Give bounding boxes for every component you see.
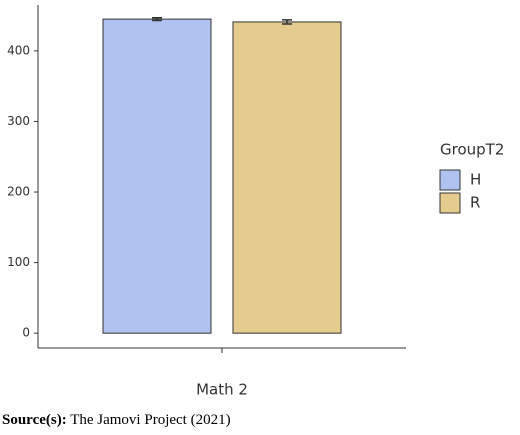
y-tick-label: 300: [7, 114, 30, 128]
legend-title: GroupT2: [440, 141, 504, 159]
y-tick-label: 100: [7, 255, 30, 269]
y-tick-label: 400: [7, 43, 30, 57]
bar: [102, 18, 212, 334]
y-tick-label: 200: [7, 185, 30, 199]
y-tick-label: 0: [22, 326, 30, 340]
bar: [232, 21, 342, 334]
source: Source(s): The Jamovi Project (2021): [2, 412, 231, 429]
chart: GroupT2 0 100 200 300 400 Math 2 HR: [7, 5, 504, 399]
error-bar: [282, 19, 292, 25]
error-bar: [152, 16, 162, 22]
source-text: The Jamovi Project (2021): [70, 412, 231, 428]
source-label: Source(s):: [2, 412, 67, 428]
x-tick-label: Math 2: [196, 381, 248, 399]
legend-key: [439, 192, 461, 214]
legend-label: R: [470, 194, 480, 212]
legend-key: [439, 169, 461, 191]
legend-label: H: [470, 171, 481, 189]
